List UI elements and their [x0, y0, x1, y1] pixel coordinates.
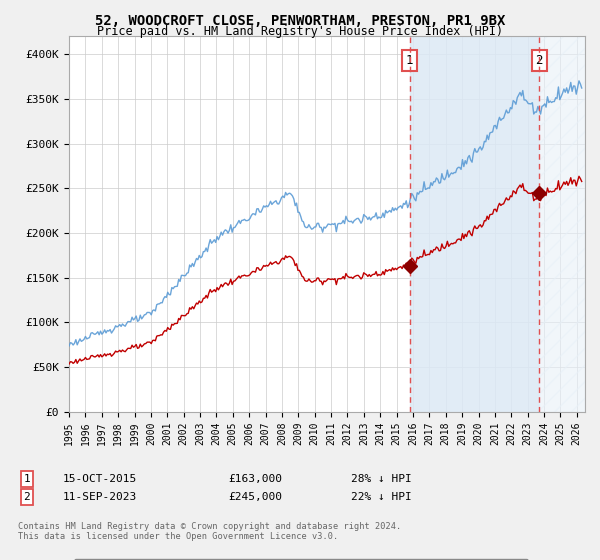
Text: 11-SEP-2023: 11-SEP-2023 [63, 492, 137, 502]
Text: £245,000: £245,000 [228, 492, 282, 502]
Text: 28% ↓ HPI: 28% ↓ HPI [351, 474, 412, 484]
Text: 52, WOODCROFT CLOSE, PENWORTHAM, PRESTON, PR1 9BX: 52, WOODCROFT CLOSE, PENWORTHAM, PRESTON… [95, 14, 505, 28]
Text: 1: 1 [406, 54, 413, 67]
Text: Price paid vs. HM Land Registry's House Price Index (HPI): Price paid vs. HM Land Registry's House … [97, 25, 503, 38]
Bar [539, 36, 585, 412]
Text: 15-OCT-2015: 15-OCT-2015 [63, 474, 137, 484]
Text: 2: 2 [23, 492, 31, 502]
Text: £163,000: £163,000 [228, 474, 282, 484]
Text: 2: 2 [535, 54, 543, 67]
Text: 22% ↓ HPI: 22% ↓ HPI [351, 492, 412, 502]
Text: Contains HM Land Registry data © Crown copyright and database right 2024.
This d: Contains HM Land Registry data © Crown c… [18, 522, 401, 542]
Text: 1: 1 [23, 474, 31, 484]
Bar [410, 36, 539, 412]
Legend: 52, WOODCROFT CLOSE, PENWORTHAM, PRESTON, PR1 9BX (detached house), HPI: Average: 52, WOODCROFT CLOSE, PENWORTHAM, PRESTON… [74, 559, 529, 560]
